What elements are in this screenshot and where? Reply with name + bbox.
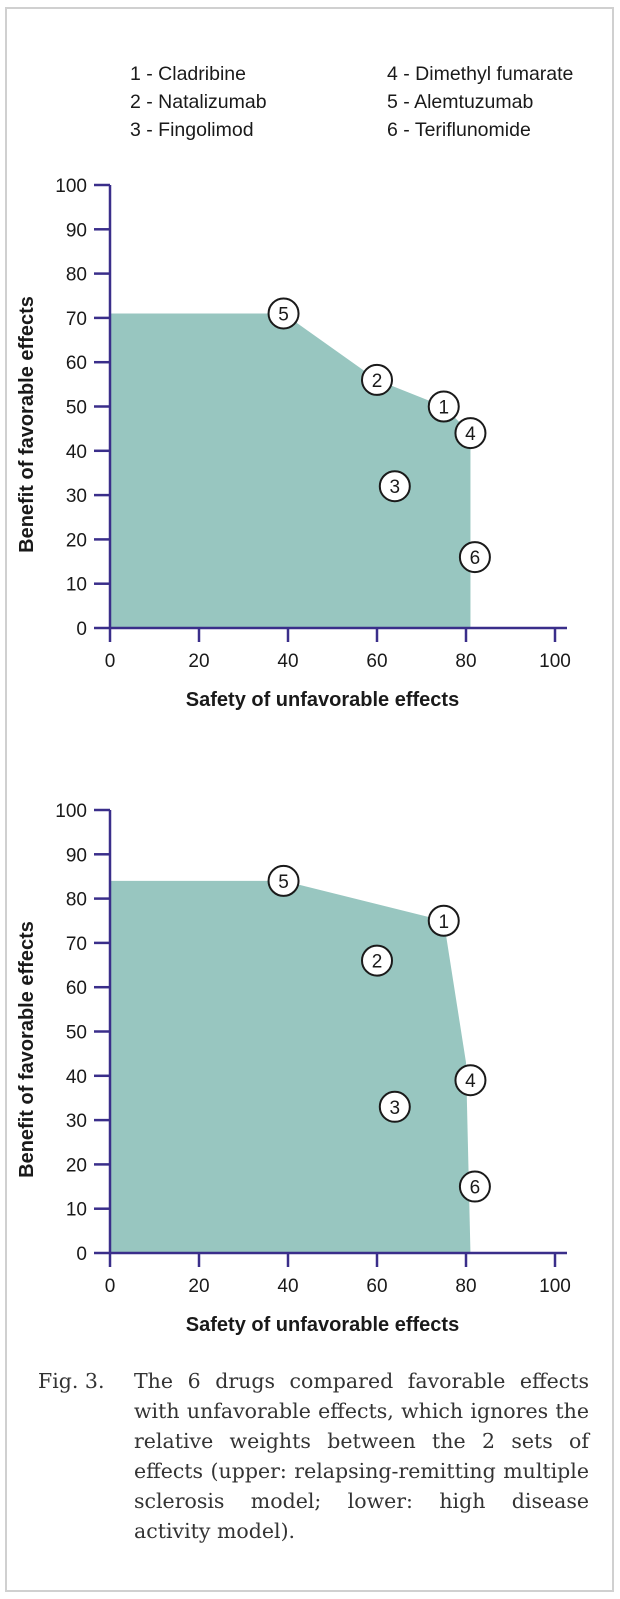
x-tick-label: 80 [455,651,476,672]
y-tick-label: 100 [55,801,87,822]
y-tick-label: 90 [66,845,87,866]
y-tick-label: 50 [66,1023,87,1044]
y-tick-label: 60 [66,353,87,374]
data-point-3 [378,470,411,503]
data-point-label-4: 4 [465,424,476,445]
legend-item-2: 2 - Natalizumab [130,91,267,113]
y-tick-label: 10 [66,575,87,596]
data-point-1 [427,904,460,937]
legend-item-3: 3 - Fingolimod [130,119,254,141]
data-point-6 [458,1170,491,1203]
data-point-5 [267,297,300,330]
data-point-label-3: 3 [390,1098,401,1119]
data-point-label-6: 6 [470,548,481,569]
y-tick-label: 30 [66,486,87,507]
y-tick-label: 40 [66,442,87,463]
y-tick-label: 10 [66,1200,87,1221]
data-point-4 [454,417,487,450]
data-point-label-5: 5 [278,304,289,325]
data-point-2 [361,363,393,396]
data-point-label-1: 1 [438,912,449,933]
data-point-4 [454,1064,487,1097]
data-point-3 [378,1090,411,1123]
data-point-label-4: 4 [465,1071,476,1092]
data-point-label-2: 2 [372,952,383,973]
y-tick-label: 80 [66,265,87,286]
data-point-label-2: 2 [372,371,383,392]
x-tick-label: 100 [539,651,571,672]
data-point-1 [427,390,460,423]
y-tick-label: 60 [66,978,87,999]
x-tick-label: 0 [105,1276,116,1297]
y-tick-label: 0 [76,1244,87,1265]
data-point-label-6: 6 [470,1178,481,1199]
data-point-2 [361,944,393,977]
y-tick-label: 100 [55,176,87,197]
y-tick-label: 50 [66,398,87,419]
y-tick-label: 40 [66,1067,87,1088]
y-tick-label: 30 [66,1111,87,1132]
lower-chart: 0 10 20 30 40 50 60 70 80 90 100 0 20 40 60 80 100 Safety… [16,801,571,1336]
x-axis-label: Safety of unfavorable effects [186,689,459,711]
legend: 1 - Cladribine 2 - Natalizumab 3 - Fingo… [0,0,620,150]
x-tick-label: 60 [366,1276,387,1297]
legend-item-1: 1 - Cladribine [130,63,246,85]
x-tick-label: 100 [539,1276,571,1297]
x-tick-label: 80 [455,1276,476,1297]
legend-item-6: 6 - Teriflunomide [387,119,531,141]
frontier-area [110,313,471,628]
x-axis-label: Safety of unfavorable effects [186,1314,459,1336]
data-point-5 [267,864,300,897]
legend-item-5: 5 - Alemtuzumab [387,91,534,113]
frontier-area [110,880,471,1253]
y-tick-label: 80 [66,890,87,911]
data-point-label-3: 3 [390,477,401,498]
caption-number: Fig. 3. [38,1369,105,1393]
figure-frame [5,7,614,1592]
x-tick-label: 20 [188,1276,209,1297]
data-point-6 [458,541,491,574]
y-tick-label: 0 [76,619,87,640]
y-tick-label: 70 [66,934,87,955]
y-tick-label: 70 [66,309,87,330]
x-tick-label: 40 [277,1276,298,1297]
x-tick-label: 0 [105,651,116,672]
legend-item-4: 4 - Dimethyl fumarate [387,63,574,85]
data-point-label-5: 5 [278,872,289,893]
y-tick-label: 90 [66,220,87,241]
y-tick-label: 20 [66,1155,87,1176]
y-axis-label: Benefit of favorable effects [16,296,38,553]
y-axis-label: Benefit of favorable effects [16,921,38,1178]
caption-text: The 6 drugs compared favorable effects w… [134,1369,589,1543]
x-tick-label: 20 [188,651,209,672]
upper-chart: 0 10 20 30 40 50 60 70 80 90 100 0 20 40 60 80 100 Safety… [16,176,571,711]
x-tick-label: 40 [277,651,298,672]
data-point-label-1: 1 [438,398,449,419]
x-tick-label: 60 [366,651,387,672]
y-tick-label: 20 [66,530,87,551]
